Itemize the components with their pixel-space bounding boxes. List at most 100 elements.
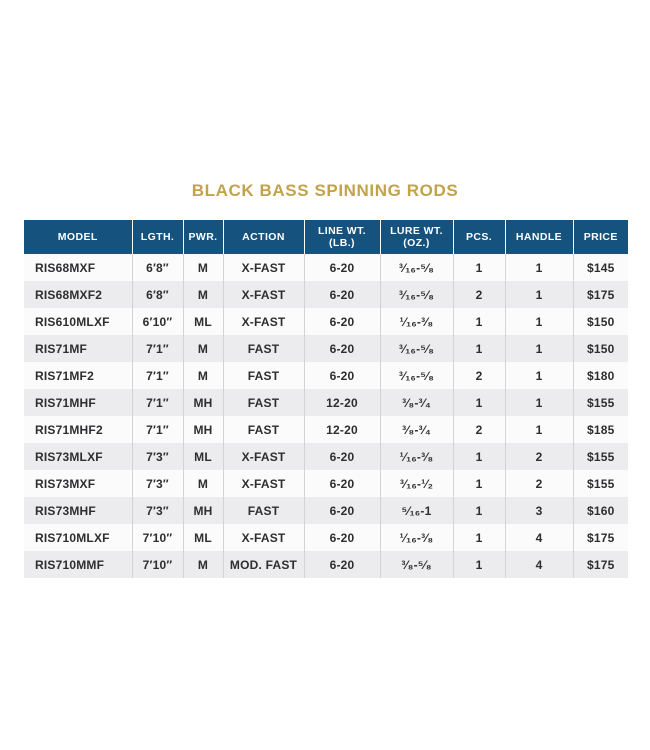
lure_wt-cell: ¹⁄₁₆-³⁄₈ [379, 443, 453, 470]
column-header-label: PCS. [465, 231, 493, 243]
model-cell: RIS71MF [24, 335, 132, 362]
handle-cell: 1 [504, 389, 573, 416]
page-title: BLACK BASS SPINNING RODS [191, 181, 459, 200]
pwr-cell: M [182, 335, 223, 362]
lure_wt-cell: ³⁄₁₆-¹⁄₂ [379, 470, 453, 497]
column-header-label: LGTH. [140, 231, 175, 243]
lure_wt-cell: ³⁄₁₆-⁵⁄₈ [379, 254, 453, 281]
model-cell: RIS68MXF [24, 254, 132, 281]
price-cell: $155 [572, 389, 628, 416]
lgth-cell: 7′3″ [131, 497, 183, 524]
model-cell: RIS710MLXF [24, 524, 132, 551]
pcs-cell: 2 [452, 281, 505, 308]
column-header-pwr: PWR. [182, 220, 223, 254]
handle-cell: 2 [504, 470, 573, 497]
column-header-sublabel: (LB.) [329, 237, 355, 249]
action-cell: FAST [222, 389, 304, 416]
pwr-cell: ML [182, 524, 223, 551]
column-header-lure_wt: LURE WT. (OZ.) [379, 220, 453, 254]
line_wt-cell: 6-20 [303, 524, 380, 551]
model-cell: RIS68MXF2 [24, 281, 132, 308]
pcs-cell: 1 [452, 470, 505, 497]
column-header-label: MODEL [57, 231, 98, 243]
pwr-cell: MH [182, 389, 223, 416]
table-row: RIS73MXF 7′3″ M X-FAST 6-20 ³⁄₁₆-¹⁄₂ 1 2 $155 [24, 470, 628, 497]
action-cell: FAST [222, 416, 304, 443]
table-row: RIS73MHF 7′3″ MH FAST 6-20 ⁵⁄₁₆-1 1 3 $160 [24, 497, 628, 524]
pwr-cell: MH [182, 416, 223, 443]
handle-cell: 1 [504, 308, 573, 335]
model-cell: RIS710MMF [24, 551, 132, 578]
price-cell: $180 [572, 362, 628, 389]
lure_wt-cell: ³⁄₁₆-⁵⁄₈ [379, 362, 453, 389]
line_wt-cell: 6-20 [303, 497, 380, 524]
column-header-model: MODEL [24, 220, 132, 254]
price-cell: $155 [572, 443, 628, 470]
pwr-cell: ML [182, 308, 223, 335]
handle-cell: 3 [504, 497, 573, 524]
table-header-row: MODEL LGTH. PWR. ACTION LINE WT. (LB.) LURE WT… [24, 220, 628, 254]
pwr-cell: ML [182, 443, 223, 470]
column-header-label: ACTION [242, 231, 285, 243]
model-cell: RIS71MHF2 [24, 416, 132, 443]
handle-cell: 2 [504, 443, 573, 470]
lgth-cell: 7′10″ [131, 551, 183, 578]
table-row: RIS610MLXF 6′10″ ML X-FAST 6-20 ¹⁄₁₆-³⁄₈ 1 1 $15… [24, 308, 628, 335]
action-cell: FAST [222, 497, 304, 524]
handle-cell: 1 [504, 416, 573, 443]
line_wt-cell: 6-20 [303, 551, 380, 578]
model-cell: RIS610MLXF [24, 308, 132, 335]
lgth-cell: 7′3″ [131, 443, 183, 470]
pcs-cell: 1 [452, 524, 505, 551]
pwr-cell: MH [182, 497, 223, 524]
model-cell: RIS73MXF [24, 470, 132, 497]
pcs-cell: 1 [452, 254, 505, 281]
pcs-cell: 1 [452, 335, 505, 362]
pwr-cell: M [182, 551, 223, 578]
pwr-cell: M [182, 254, 223, 281]
action-cell: X-FAST [222, 254, 304, 281]
lgth-cell: 6′8″ [131, 254, 183, 281]
table-row: RIS71MF2 7′1″ M FAST 6-20 ³⁄₁₆-⁵⁄₈ 2 1 $180 [24, 362, 628, 389]
lure_wt-cell: ³⁄₈-⁵⁄₈ [379, 551, 453, 578]
price-cell: $175 [572, 281, 628, 308]
lgth-cell: 6′8″ [131, 281, 183, 308]
model-cell: RIS71MF2 [24, 362, 132, 389]
handle-cell: 1 [504, 281, 573, 308]
model-cell: RIS73MLXF [24, 443, 132, 470]
table-row: RIS73MLXF 7′3″ ML X-FAST 6-20 ¹⁄₁₆-³⁄₈ 1 2 $155 [24, 443, 628, 470]
column-header-lgth: LGTH. [131, 220, 183, 254]
lure_wt-cell: ⁵⁄₁₆-1 [379, 497, 453, 524]
column-header-action: ACTION [222, 220, 304, 254]
lgth-cell: 7′1″ [131, 416, 183, 443]
pcs-cell: 2 [452, 362, 505, 389]
handle-cell: 1 [504, 254, 573, 281]
price-cell: $175 [572, 524, 628, 551]
column-header-label: PWR. [188, 231, 218, 243]
lgth-cell: 7′1″ [131, 335, 183, 362]
pcs-cell: 1 [452, 551, 505, 578]
pcs-cell: 1 [452, 443, 505, 470]
pwr-cell: M [182, 362, 223, 389]
lure_wt-cell: ³⁄₁₆-⁵⁄₈ [379, 335, 453, 362]
rod-spec-table: MODEL LGTH. PWR. ACTION LINE WT. (LB.) LURE WT… [24, 220, 628, 578]
price-cell: $185 [572, 416, 628, 443]
action-cell: X-FAST [222, 308, 304, 335]
line_wt-cell: 12-20 [303, 389, 380, 416]
lure_wt-cell: ³⁄₈-³⁄₄ [379, 416, 453, 443]
column-header-line_wt: LINE WT. (LB.) [303, 220, 380, 254]
model-cell: RIS73MHF [24, 497, 132, 524]
lure_wt-cell: ¹⁄₁₆-³⁄₈ [379, 524, 453, 551]
action-cell: FAST [222, 362, 304, 389]
handle-cell: 4 [504, 524, 573, 551]
table-row: RIS71MF 7′1″ M FAST 6-20 ³⁄₁₆-⁵⁄₈ 1 1 $150 [24, 335, 628, 362]
table-row: RIS71MHF 7′1″ MH FAST 12-20 ³⁄₈-³⁄₄ 1 1 $155 [24, 389, 628, 416]
handle-cell: 1 [504, 362, 573, 389]
lgth-cell: 7′10″ [131, 524, 183, 551]
table-row: RIS68MXF2 6′8″ M X-FAST 6-20 ³⁄₁₆-⁵⁄₈ 2 1 $175 [24, 281, 628, 308]
pcs-cell: 1 [452, 497, 505, 524]
lgth-cell: 6′10″ [131, 308, 183, 335]
model-cell: RIS71MHF [24, 389, 132, 416]
column-header-label: LINE WT. [317, 225, 367, 237]
